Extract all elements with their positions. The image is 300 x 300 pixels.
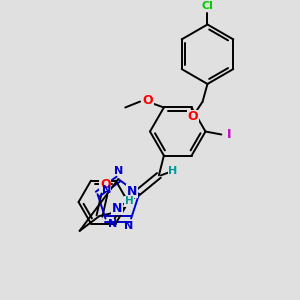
Text: I: I xyxy=(227,128,232,141)
Text: O: O xyxy=(100,178,111,191)
Text: H: H xyxy=(125,196,134,206)
Text: N: N xyxy=(108,220,117,230)
Text: N: N xyxy=(112,202,122,214)
Text: N: N xyxy=(102,185,111,195)
Text: Cl: Cl xyxy=(202,1,213,11)
Text: H: H xyxy=(168,167,177,176)
Text: O: O xyxy=(187,110,198,123)
Text: N: N xyxy=(114,166,123,176)
Text: N: N xyxy=(124,221,133,232)
Text: N: N xyxy=(127,185,137,198)
Text: O: O xyxy=(143,94,153,107)
